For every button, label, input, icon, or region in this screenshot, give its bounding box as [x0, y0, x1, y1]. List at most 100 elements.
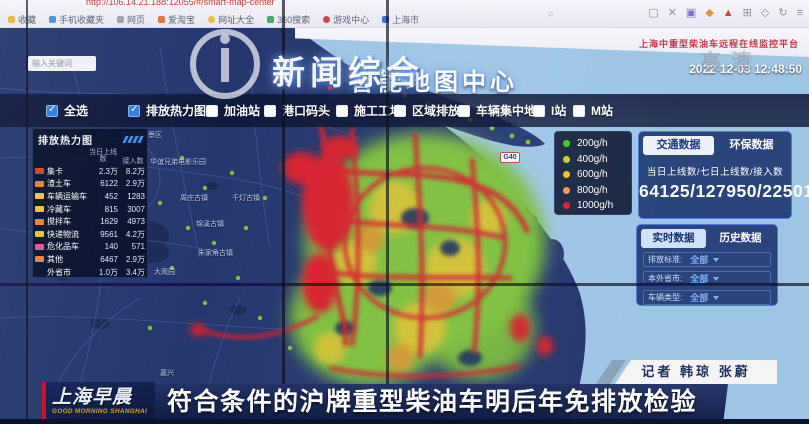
filter-select-all[interactable]: 全选	[46, 94, 88, 127]
map-label: 周庄古镇	[180, 195, 208, 202]
diamond-icon[interactable]: ◇	[760, 7, 770, 19]
legend-label: 600g/h	[577, 169, 608, 181]
checkbox-icon	[458, 104, 470, 117]
truck-icon	[35, 206, 44, 213]
bookmark-item[interactable]: 上海市	[382, 13, 419, 26]
connected-count: 1283	[127, 191, 145, 201]
online-count: 6467	[100, 254, 118, 264]
table-row: 快递物流 9561 4.2万	[33, 228, 147, 241]
search-icon[interactable]: ⌕	[548, 8, 555, 20]
checkbox-icon	[394, 104, 406, 117]
metric-value: 64125/127950/225012	[639, 181, 809, 201]
bookmark-icon	[267, 16, 275, 23]
bookmark-icon	[8, 16, 15, 23]
bookmark-label: 上海市	[392, 15, 420, 25]
dropdown-vehicle-type[interactable]: 车辆类型全部	[643, 290, 771, 305]
column-connected: 接入数	[122, 158, 144, 165]
filter-gas-station[interactable]: 加油站	[206, 94, 260, 127]
vehicle-type: 外省市	[47, 267, 71, 277]
filter-m-station[interactable]: M站	[573, 94, 613, 127]
tab-bar: 交通数据 环保数据	[643, 136, 787, 155]
bookmark-label: 网页	[127, 15, 146, 25]
program-logo-cn: 上海早晨	[52, 386, 133, 408]
chevron-down-icon	[713, 257, 720, 262]
online-count: 2.3万	[98, 166, 118, 176]
filter-area-emission[interactable]: 区域排放	[394, 94, 460, 127]
online-count: 1.0万	[98, 267, 118, 277]
map-label: 朱家角古镇	[198, 250, 233, 257]
bookmark-item[interactable]: 网址大全	[208, 13, 254, 26]
tab-history-data[interactable]: 历史数据	[719, 232, 762, 244]
filter-construction[interactable]: 施工工地	[336, 94, 402, 127]
legend-dot-icon	[563, 186, 570, 194]
checkbox-checked-icon	[46, 104, 58, 117]
platform-title: 上海中重型柴油车远程在线监控平台	[638, 39, 799, 49]
vehicle-type: 其他	[47, 254, 63, 264]
bookmark-label: 360搜索	[277, 15, 311, 25]
dropdown-emission-standard[interactable]: 排放标准全部	[643, 252, 771, 267]
filter-vehicle-hub[interactable]: 车辆集中地	[458, 94, 536, 127]
filter-label: 区域排放	[412, 104, 461, 118]
online-count: 815	[104, 204, 118, 214]
bookmarks-bar: 收藏 手机收藏夹 网页 爱淘宝 网址大全 360搜索 游戏中心 上海市	[8, 13, 419, 26]
legend-item: 1000g/h	[563, 198, 631, 214]
bookmark-item[interactable]: 360搜索	[267, 13, 310, 26]
bookmark-label: 手机收藏夹	[59, 15, 105, 25]
truck-icon	[35, 256, 44, 263]
filter-i-station[interactable]: I站	[533, 94, 566, 127]
tab-realtime-data[interactable]: 实时数据	[641, 229, 706, 248]
table-row: 车辆运输车 452 1283	[33, 190, 147, 203]
table-row: 渣土车 6122 2.9万	[33, 178, 147, 191]
connected-count: 2.9万	[125, 179, 145, 189]
bookmark-icon	[49, 16, 57, 23]
page-title: 智能地图中心	[350, 69, 518, 96]
table-row: 搅拌车 1629 4973	[33, 215, 147, 228]
address-url[interactable]: http://106.14.21.188:12055/#/smart-map-c…	[86, 0, 275, 7]
bookmark-item[interactable]: 手机收藏夹	[49, 13, 104, 26]
bookmark-item[interactable]: 爱淘宝	[158, 13, 195, 26]
filter-port[interactable]: 港口码头	[264, 94, 330, 127]
bookmark-icon	[158, 16, 166, 23]
checkbox-icon	[336, 104, 348, 117]
bookmark-icon	[208, 16, 216, 23]
slashes-icon	[122, 136, 144, 143]
bookmark-item[interactable]: 网页	[117, 13, 145, 26]
legend-label: 400g/h	[577, 153, 608, 165]
truck-icon	[35, 193, 44, 200]
bookmark-label: 网址大全	[218, 15, 255, 25]
panel-title: 排放热力图	[38, 136, 93, 147]
menu-icon[interactable]: ≡	[796, 6, 803, 19]
bookmark-item[interactable]: 收藏	[8, 13, 36, 26]
vehicle-type: 渣土车	[47, 179, 71, 189]
flag-icon[interactable]: ▲	[722, 6, 734, 19]
extension-icon[interactable]: ▣	[685, 7, 697, 19]
truck-icon	[35, 218, 44, 225]
search-input[interactable]: 输入关键词	[28, 56, 96, 71]
refresh-icon[interactable]: ↻	[778, 7, 788, 19]
bookmark-item[interactable]: 游戏中心	[323, 13, 369, 26]
window-icon[interactable]: ▢	[648, 7, 659, 19]
dropdown-local-nonlocal[interactable]: 本外省市全部	[643, 271, 771, 286]
filter-label: 全选	[64, 104, 89, 118]
tab-traffic-data[interactable]: 交通数据	[643, 136, 714, 155]
tab-env-data[interactable]: 环保数据	[729, 139, 774, 151]
dropdown-label: 本外省市	[648, 273, 682, 284]
connected-count: 3007	[127, 204, 145, 214]
dropdown-value: 全部	[690, 293, 709, 303]
browser-toolbar-icons: ▢ ✕ ▣ ◆ ▲ ⊞ ◇ ↻ ≡	[648, 6, 803, 20]
checkbox-icon	[533, 104, 545, 117]
vehicle-type: 快递物流	[47, 229, 79, 239]
truck-icon	[35, 180, 44, 187]
legend-item: 400g/h	[563, 152, 631, 168]
shield-icon[interactable]: ◆	[705, 7, 714, 19]
filter-heatmap[interactable]: 排放热力图	[128, 94, 206, 127]
close-icon[interactable]: ✕	[667, 7, 677, 19]
table-row: 危化品车 140 571	[33, 241, 147, 254]
grid-icon[interactable]: ⊞	[742, 7, 752, 19]
program-logo-en: GOOD MORNING SHANGHAI	[52, 407, 148, 415]
column-online-today: 当日上线数	[89, 149, 117, 163]
filter-label: 施工工地	[354, 104, 403, 118]
filter-label: 港口码头	[282, 104, 331, 118]
map-label: 嘉兴	[160, 370, 174, 377]
